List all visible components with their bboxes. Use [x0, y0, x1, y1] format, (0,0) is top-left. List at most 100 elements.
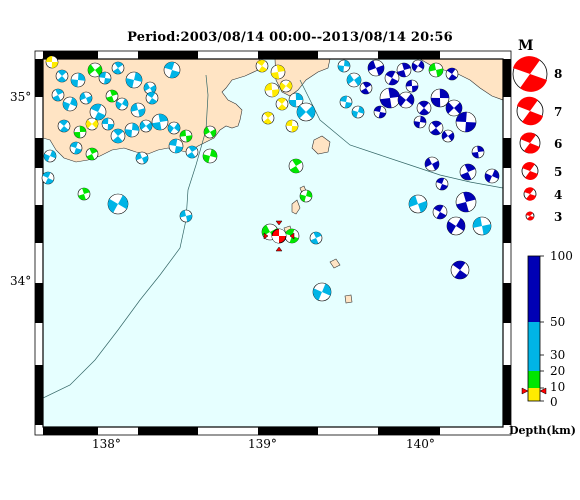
earthquake-marker [101, 117, 115, 131]
earthquake-marker [151, 113, 169, 131]
earthquake-marker [202, 148, 218, 164]
earthquake-marker [179, 209, 193, 223]
earthquake-marker [288, 158, 304, 174]
legend-ball-m3 [525, 211, 535, 221]
earthquake-marker [255, 59, 269, 73]
earthquake-marker [413, 115, 427, 129]
earthquake-marker [435, 177, 449, 191]
earthquake-marker [379, 87, 401, 109]
earthquake-marker [472, 216, 492, 236]
earthquake-marker [45, 55, 59, 69]
earthquake-marker [285, 119, 299, 133]
depth-tick-50: 50 [550, 315, 566, 329]
depth-marker [521, 387, 547, 395]
earthquake-marker [115, 97, 129, 111]
earthquake-marker [432, 204, 448, 220]
legend-ball-m5 [521, 162, 539, 180]
earthquake-marker [397, 91, 415, 109]
earthquake-marker [450, 260, 470, 280]
earthquake-marker [408, 194, 428, 214]
earthquake-marker [424, 156, 440, 172]
earthquake-marker [145, 91, 159, 105]
earthquake-marker [57, 119, 71, 133]
legend-ball-m8 [512, 56, 548, 92]
earthquake-marker [405, 79, 419, 93]
earthquake-marker [124, 122, 140, 138]
magnitude-legend-symbols [512, 56, 548, 221]
earthquake-marker [69, 141, 83, 155]
earthquake-marker [312, 282, 332, 302]
depth-tick-100: 100 [550, 249, 573, 263]
earthquake-marker [163, 61, 181, 79]
lat-label-35: 35° [10, 90, 32, 104]
earthquake-marker [70, 72, 86, 88]
island-oshima [311, 135, 331, 155]
island-niijima [291, 199, 301, 215]
earthquake-marker [85, 117, 99, 131]
earthquake-marker [125, 71, 143, 89]
earthquake-marker [130, 102, 146, 118]
earthquake-marker [396, 62, 412, 78]
earthquake-marker [179, 129, 193, 143]
earthquake-marker [411, 59, 425, 73]
earthquake-marker [98, 71, 112, 85]
lon-label-138: 138° [92, 437, 121, 451]
earthquake-marker [296, 102, 316, 122]
island-mikura [344, 294, 353, 304]
earthquake-marker [288, 92, 304, 108]
magnitude-label-8: 8 [554, 67, 563, 81]
earthquake-marker [55, 69, 69, 83]
magnitude-label-4: 4 [554, 188, 563, 202]
earthquake-marker [384, 70, 400, 86]
depth-tick-10: 10 [550, 380, 566, 394]
earthquake-marker [455, 191, 477, 213]
earthquake-marker [367, 59, 385, 77]
earthquake-marker [261, 111, 275, 125]
earthquake-marker [62, 96, 78, 112]
earthquake-marker [79, 91, 93, 105]
legend-ball-m6 [519, 132, 541, 154]
earthquake-marker [459, 163, 477, 181]
earthquake-marker [351, 105, 365, 119]
earthquake-marker [455, 111, 477, 133]
earthquake-marker [168, 138, 184, 154]
earthquake-marker [337, 59, 351, 73]
earthquake-marker [275, 97, 289, 111]
earthquake-marker [430, 88, 450, 108]
depth-tick-20: 20 [550, 364, 566, 378]
earthquake-marker [270, 64, 286, 80]
earthquake-marker [77, 187, 91, 201]
earthquake-marker [89, 103, 107, 121]
magnitude-label-3: 3 [554, 210, 563, 224]
earthquake-marker [428, 62, 444, 78]
earthquake-marker [41, 171, 55, 185]
earthquake-marker [73, 125, 87, 139]
lat-label-34: 34° [10, 274, 32, 288]
earthquake-marker [167, 121, 181, 135]
earthquake-marker [143, 81, 157, 95]
magnitude-label-6: 6 [554, 137, 563, 151]
depth-tick-0: 0 [550, 395, 558, 409]
depth-colorbar [521, 255, 547, 402]
earthquake-marker [373, 105, 387, 119]
earthquake-marker [139, 119, 153, 133]
earthquake-marker [203, 125, 217, 139]
earthquake-marker [185, 145, 199, 159]
earthquake-marker [445, 67, 459, 81]
lon-label-140: 140° [406, 437, 435, 451]
earthquake-marker [359, 81, 373, 95]
depth-unit-label: Depth(km) [509, 424, 576, 437]
earthquake-marker [51, 88, 65, 102]
earthquake-marker [135, 151, 149, 165]
magnitude-label-5: 5 [554, 165, 563, 179]
earthquake-marker [111, 61, 125, 75]
earthquake-marker [416, 100, 432, 116]
earthquake-marker [105, 89, 119, 103]
legend-ball-m7 [516, 96, 544, 126]
earthquake-marker [428, 120, 444, 136]
map-title: Period:2003/08/14 00:00--2013/08/14 20:5… [127, 30, 453, 45]
earthquake-marker [299, 189, 313, 203]
earthquake-marker [110, 128, 126, 144]
earthquake-marker [471, 145, 485, 159]
